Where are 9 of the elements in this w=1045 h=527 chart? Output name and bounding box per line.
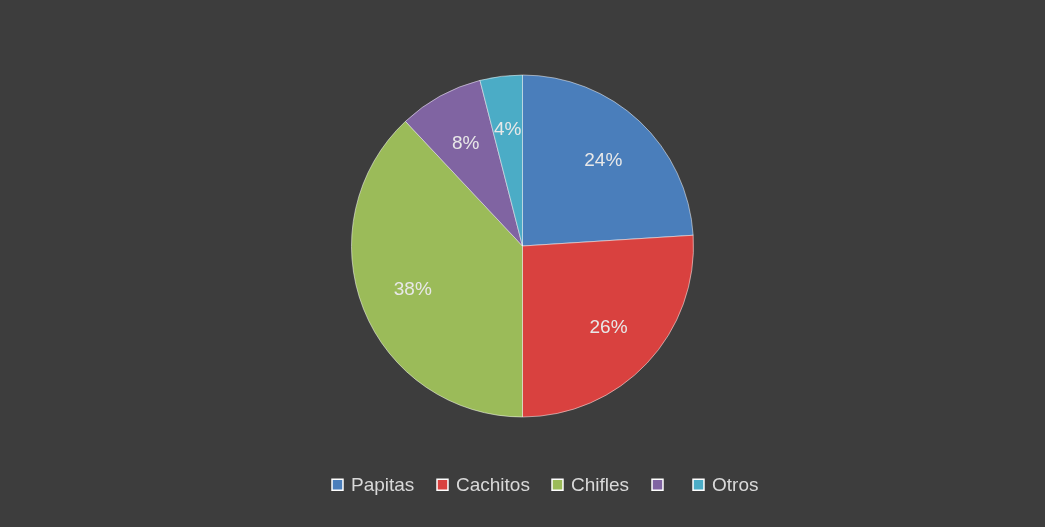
- data-label: 24%: [584, 148, 623, 170]
- legend-label: Otros: [712, 473, 759, 495]
- data-label: 26%: [589, 315, 628, 337]
- legend-label: Chifles: [571, 473, 630, 495]
- legend-label: Papitas: [351, 473, 415, 495]
- data-label: 8%: [451, 131, 480, 153]
- data-label: 38%: [393, 278, 432, 300]
- legend-label: Cachitos: [456, 473, 530, 495]
- data-label: 4%: [493, 117, 522, 139]
